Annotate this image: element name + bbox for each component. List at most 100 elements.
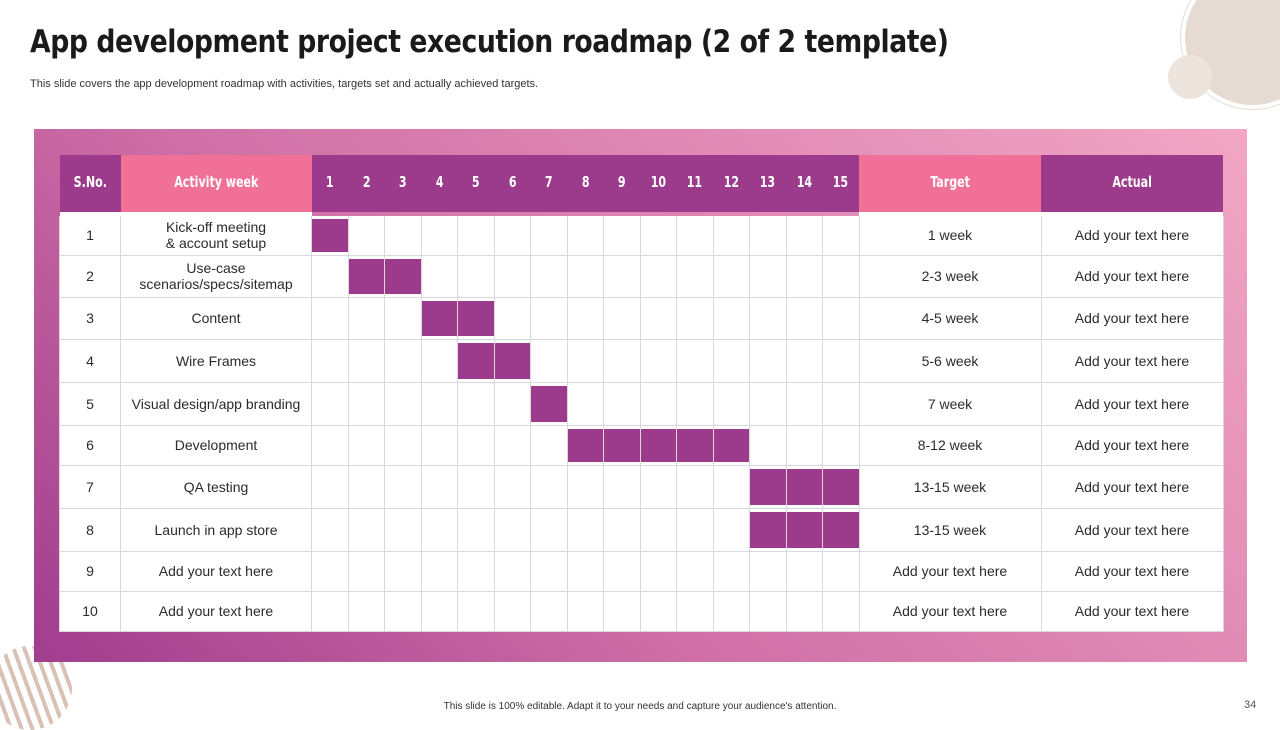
table-row: 2 Use-case scenarios/specs/sitemap 2-3 wee… (59, 254, 1224, 298)
row-sno: 1 (59, 211, 121, 256)
row-target[interactable]: Add your text here (858, 590, 1042, 632)
week-cell (603, 424, 641, 466)
header-week-1: 1 (311, 155, 348, 212)
gantt-bar[interactable] (786, 511, 822, 548)
header-week-5: 5 (457, 155, 494, 212)
page-number: 34 (1244, 699, 1257, 711)
week-cell (639, 550, 677, 592)
gantt-bar[interactable] (604, 428, 640, 462)
row-activity[interactable]: Development (120, 424, 312, 466)
week-cell (420, 381, 458, 426)
row-sno: 10 (59, 590, 121, 632)
table-row: 3 Content 4-5 week Add your text here (59, 296, 1224, 340)
gantt-bar[interactable] (677, 428, 713, 462)
row-sno: 7 (59, 464, 121, 509)
row-actual[interactable]: Add your text here (1040, 338, 1224, 383)
row-target[interactable]: 2-3 week (858, 254, 1042, 298)
week-cell (347, 590, 385, 632)
gantt-bar[interactable] (750, 511, 786, 548)
week-cell (822, 550, 860, 592)
row-target[interactable]: 5-6 week (858, 338, 1042, 383)
header-target: Target (859, 155, 1041, 212)
week-cell (676, 254, 714, 298)
gantt-bar[interactable] (823, 468, 859, 505)
gantt-bar[interactable] (458, 342, 494, 379)
week-cell (457, 296, 495, 340)
row-actual[interactable]: Add your text here (1040, 381, 1224, 426)
week-cell (566, 254, 604, 298)
row-activity[interactable]: Launch in app store (120, 507, 312, 552)
gantt-bar[interactable] (312, 219, 348, 252)
week-cell (676, 211, 714, 256)
week-cell (347, 507, 385, 552)
gantt-bar[interactable] (531, 385, 567, 422)
row-activity[interactable]: QA testing (120, 464, 312, 509)
row-target[interactable]: Add your text here (858, 550, 1042, 592)
week-cell (566, 424, 604, 466)
row-actual[interactable]: Add your text here (1040, 550, 1224, 592)
table-row: 5 Visual design/app branding 7 week Add you… (59, 381, 1224, 426)
week-cell (530, 211, 568, 256)
header-week-12: 12 (713, 155, 750, 212)
row-actual[interactable]: Add your text here (1040, 296, 1224, 340)
row-target[interactable]: 1 week (858, 211, 1042, 256)
gantt-bar[interactable] (750, 468, 786, 505)
week-cell (420, 211, 458, 256)
week-cell (457, 590, 495, 632)
week-cell (712, 424, 750, 466)
week-cell (785, 507, 823, 552)
week-cell (785, 211, 823, 256)
week-cell (822, 254, 860, 298)
row-activity[interactable]: Add your text here (120, 590, 312, 632)
week-cell (603, 590, 641, 632)
week-cell (420, 338, 458, 383)
gantt-bar[interactable] (348, 258, 384, 294)
week-cell (566, 590, 604, 632)
week-cell (530, 381, 568, 426)
row-actual[interactable]: Add your text here (1040, 507, 1224, 552)
gantt-bar[interactable] (786, 468, 822, 505)
week-cell (712, 338, 750, 383)
gantt-bar[interactable] (640, 428, 676, 462)
row-activity[interactable]: Use-case scenarios/specs/sitemap (120, 254, 312, 298)
gantt-bar[interactable] (385, 258, 421, 294)
week-cell (785, 338, 823, 383)
row-target[interactable]: 13-15 week (858, 464, 1042, 509)
roadmap-table: S.No. Activity week 1 2 3 4 5 6 7 8 9 10 11 12 13 14 1… (59, 155, 1224, 632)
row-activity[interactable]: Wire Frames (120, 338, 312, 383)
gantt-bar[interactable] (713, 428, 749, 462)
week-cell (785, 296, 823, 340)
row-actual[interactable]: Add your text here (1040, 590, 1224, 632)
row-activity[interactable]: Content (120, 296, 312, 340)
row-target[interactable]: 13-15 week (858, 507, 1042, 552)
row-actual[interactable]: Add your text here (1040, 254, 1224, 298)
gantt-bar[interactable] (567, 428, 603, 462)
row-target[interactable]: 7 week (858, 381, 1042, 426)
row-target[interactable]: 4-5 week (858, 296, 1042, 340)
row-target[interactable]: 8-12 week (858, 424, 1042, 466)
week-cell (712, 254, 750, 298)
row-actual[interactable]: Add your text here (1040, 464, 1224, 509)
header-week-13: 13 (749, 155, 786, 212)
row-activity[interactable]: Visual design/app branding (120, 381, 312, 426)
week-cell (639, 254, 677, 298)
week-cell (530, 464, 568, 509)
week-cell (311, 254, 349, 298)
row-activity[interactable]: Kick-off meeting & account setup (120, 211, 312, 256)
week-cell (530, 424, 568, 466)
week-cell (530, 296, 568, 340)
row-actual[interactable]: Add your text here (1040, 424, 1224, 466)
week-cell (603, 464, 641, 509)
row-activity[interactable]: Add your text here (120, 550, 312, 592)
gantt-bar[interactable] (421, 300, 457, 336)
row-actual[interactable]: Add your text here (1040, 211, 1224, 256)
week-cell (311, 590, 349, 632)
week-cell (384, 424, 422, 466)
week-cell (347, 338, 385, 383)
decorative-circle-small (1168, 55, 1212, 99)
gantt-bar[interactable] (458, 300, 494, 336)
week-cell (566, 211, 604, 256)
gantt-bar[interactable] (494, 342, 530, 379)
gantt-bar[interactable] (823, 511, 859, 548)
week-cell (384, 464, 422, 509)
